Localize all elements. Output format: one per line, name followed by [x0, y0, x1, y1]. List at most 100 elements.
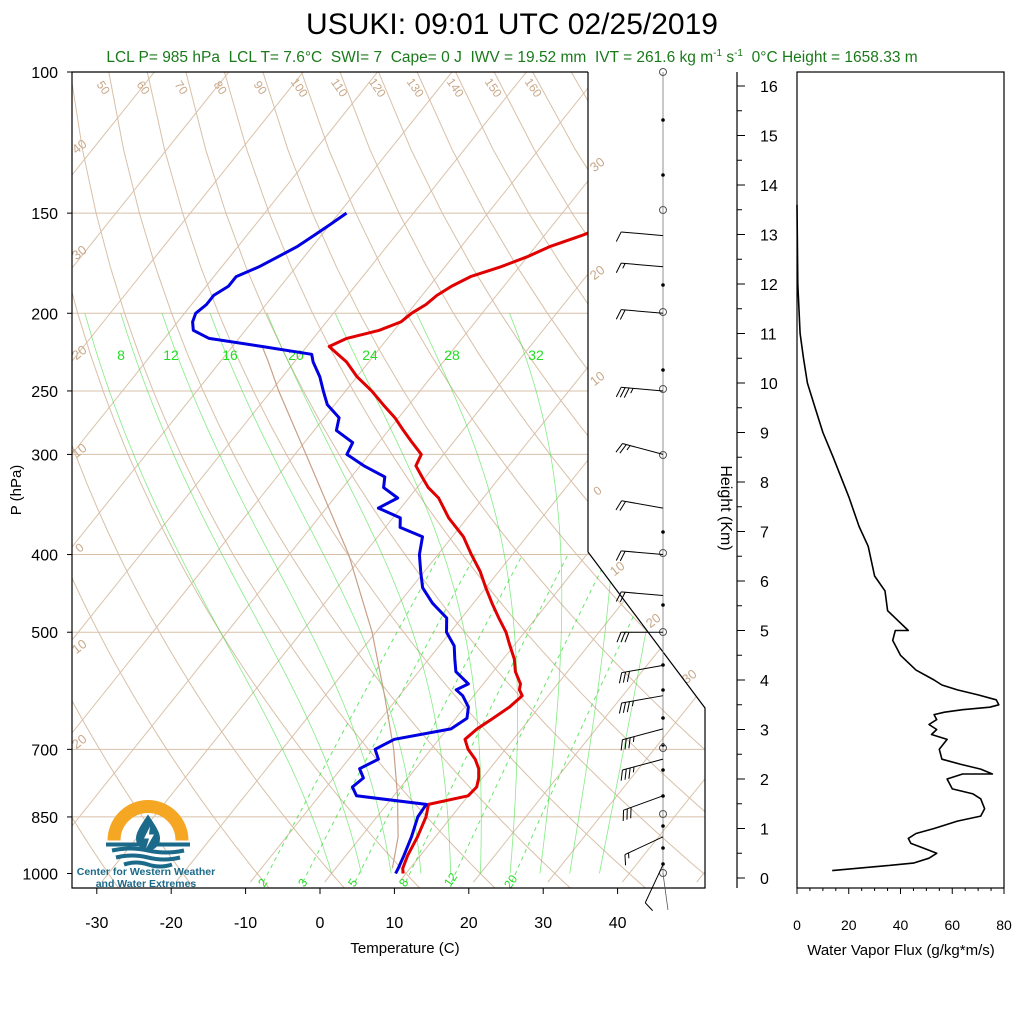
barb-shaft — [622, 443, 664, 455]
moist-adiabat — [569, 313, 617, 874]
isotherm-label: 20 — [587, 262, 608, 283]
mixing-ratio-line — [354, 554, 523, 883]
height-tick-label: 1 — [760, 822, 769, 839]
wind-barb — [616, 631, 663, 643]
level-dot — [661, 716, 665, 720]
dry-adiabat — [72, 72, 498, 888]
barb-feather — [619, 592, 626, 603]
x-tick-label: 40 — [609, 915, 627, 932]
barb-shaft — [624, 836, 664, 856]
height-tick-label: 10 — [760, 376, 778, 393]
isotherm-label: 30 — [587, 154, 608, 175]
moist-adiabat — [416, 313, 518, 874]
dry-adiabat — [185, 72, 705, 888]
barb-feather — [615, 309, 622, 320]
y-tick-label: 100 — [31, 65, 58, 82]
wind-barb — [624, 836, 664, 866]
barb-half-feather — [632, 736, 635, 743]
isotherm — [72, 72, 527, 883]
x-tick-label: 20 — [460, 915, 478, 932]
barb-feather — [623, 387, 630, 398]
mixing-ratio-line — [302, 554, 476, 883]
barb-feather — [615, 231, 622, 242]
cw3e-logo-icon — [106, 800, 190, 869]
dry-adiabat-label: 150 — [482, 75, 505, 100]
mixing-ratio-line — [450, 554, 610, 883]
level-dot — [661, 173, 665, 177]
flux-x-axis-label: Water Vapor Flux (g/kg*m/s) — [807, 942, 995, 959]
x-tick-label: 0 — [316, 915, 325, 932]
barb-shaft — [622, 758, 664, 771]
y-tick-label: 250 — [31, 384, 58, 401]
barb-half-feather — [632, 766, 635, 773]
level-marker — [659, 549, 667, 557]
height-tick-label: 3 — [760, 723, 769, 740]
dry-adiabat — [609, 72, 705, 888]
barb-feather — [622, 671, 627, 683]
level-dot — [661, 688, 665, 692]
stat-swi: SWI= 7 — [330, 49, 383, 67]
mixing-ratio-line — [511, 554, 664, 883]
level-dot — [661, 603, 665, 607]
dewpoint-line — [191, 211, 470, 875]
isotherm — [175, 72, 705, 883]
barb-feather — [620, 769, 623, 781]
moist-adiabat-label: 28 — [444, 347, 460, 363]
stat-ivt: IVT = 261.6 kg m-1 s-1 — [594, 48, 743, 67]
dry-adiabat-label: 130 — [404, 75, 427, 100]
wind-barb — [615, 500, 664, 511]
barb-shaft — [621, 591, 664, 597]
isotherm-label: 10 — [607, 558, 628, 579]
dry-adiabat — [339, 72, 705, 888]
dry-adiabat — [223, 72, 705, 888]
flux-x-tick-label: 80 — [996, 917, 1012, 933]
dry-adiabat — [72, 72, 121, 888]
height-tick-label: 12 — [760, 277, 778, 294]
barb-shaft — [621, 500, 664, 509]
stat-iwv: IWV = 19.52 mm — [470, 49, 587, 67]
barb-half-feather — [626, 445, 631, 451]
parcel-path-line — [261, 346, 399, 869]
barb-shaft — [644, 864, 664, 903]
barb-shaft — [621, 231, 664, 237]
logo-caption-line2: and Water Extremes — [95, 878, 197, 890]
dry-adiabat — [72, 72, 347, 888]
isotherm-label: 20 — [643, 610, 664, 631]
wind-barb — [618, 664, 664, 684]
barb-shaft — [621, 386, 664, 392]
skewt-frame-border — [71, 71, 706, 889]
y-tick-label: 850 — [31, 810, 58, 827]
height-tick-label: 4 — [760, 673, 769, 690]
y-tick-label: 300 — [31, 447, 58, 464]
height-tick-label: 5 — [760, 624, 769, 641]
barb-feather — [620, 739, 623, 751]
temperature-line — [327, 211, 631, 874]
barb-feather — [619, 387, 626, 398]
y-axis-label: P (hPa) — [8, 465, 25, 516]
isotherm — [72, 72, 602, 883]
barb-feather — [615, 550, 622, 561]
logo-caption: Center for Western Weather and Water Ext… — [60, 866, 232, 890]
dry-adiabat — [455, 72, 705, 888]
barb-shaft — [623, 795, 664, 811]
level-marker — [659, 810, 667, 818]
barb-feather — [626, 671, 631, 682]
level-dot — [661, 663, 665, 667]
y-tick-label: 150 — [31, 206, 58, 223]
barb-feather — [616, 632, 622, 643]
water-vapor-flux-line — [796, 204, 1000, 872]
mixing-ratio-line — [405, 554, 569, 883]
isotherm-label: 0 — [591, 483, 605, 498]
dry-adiabat — [532, 72, 705, 888]
wind-barb — [615, 231, 664, 242]
isotherm — [72, 72, 676, 883]
barb-half-feather — [631, 700, 634, 707]
dry-adiabat-label: 140 — [444, 75, 467, 100]
barb-half-feather — [630, 388, 634, 394]
height-tick-label: 0 — [760, 871, 769, 888]
mixing-ratio-label: 5 — [345, 876, 360, 890]
wind-barb — [615, 443, 664, 455]
dry-adiabat-label: 90 — [251, 78, 270, 97]
stat-lcl-t: LCL T= 7.6°C — [228, 49, 323, 67]
